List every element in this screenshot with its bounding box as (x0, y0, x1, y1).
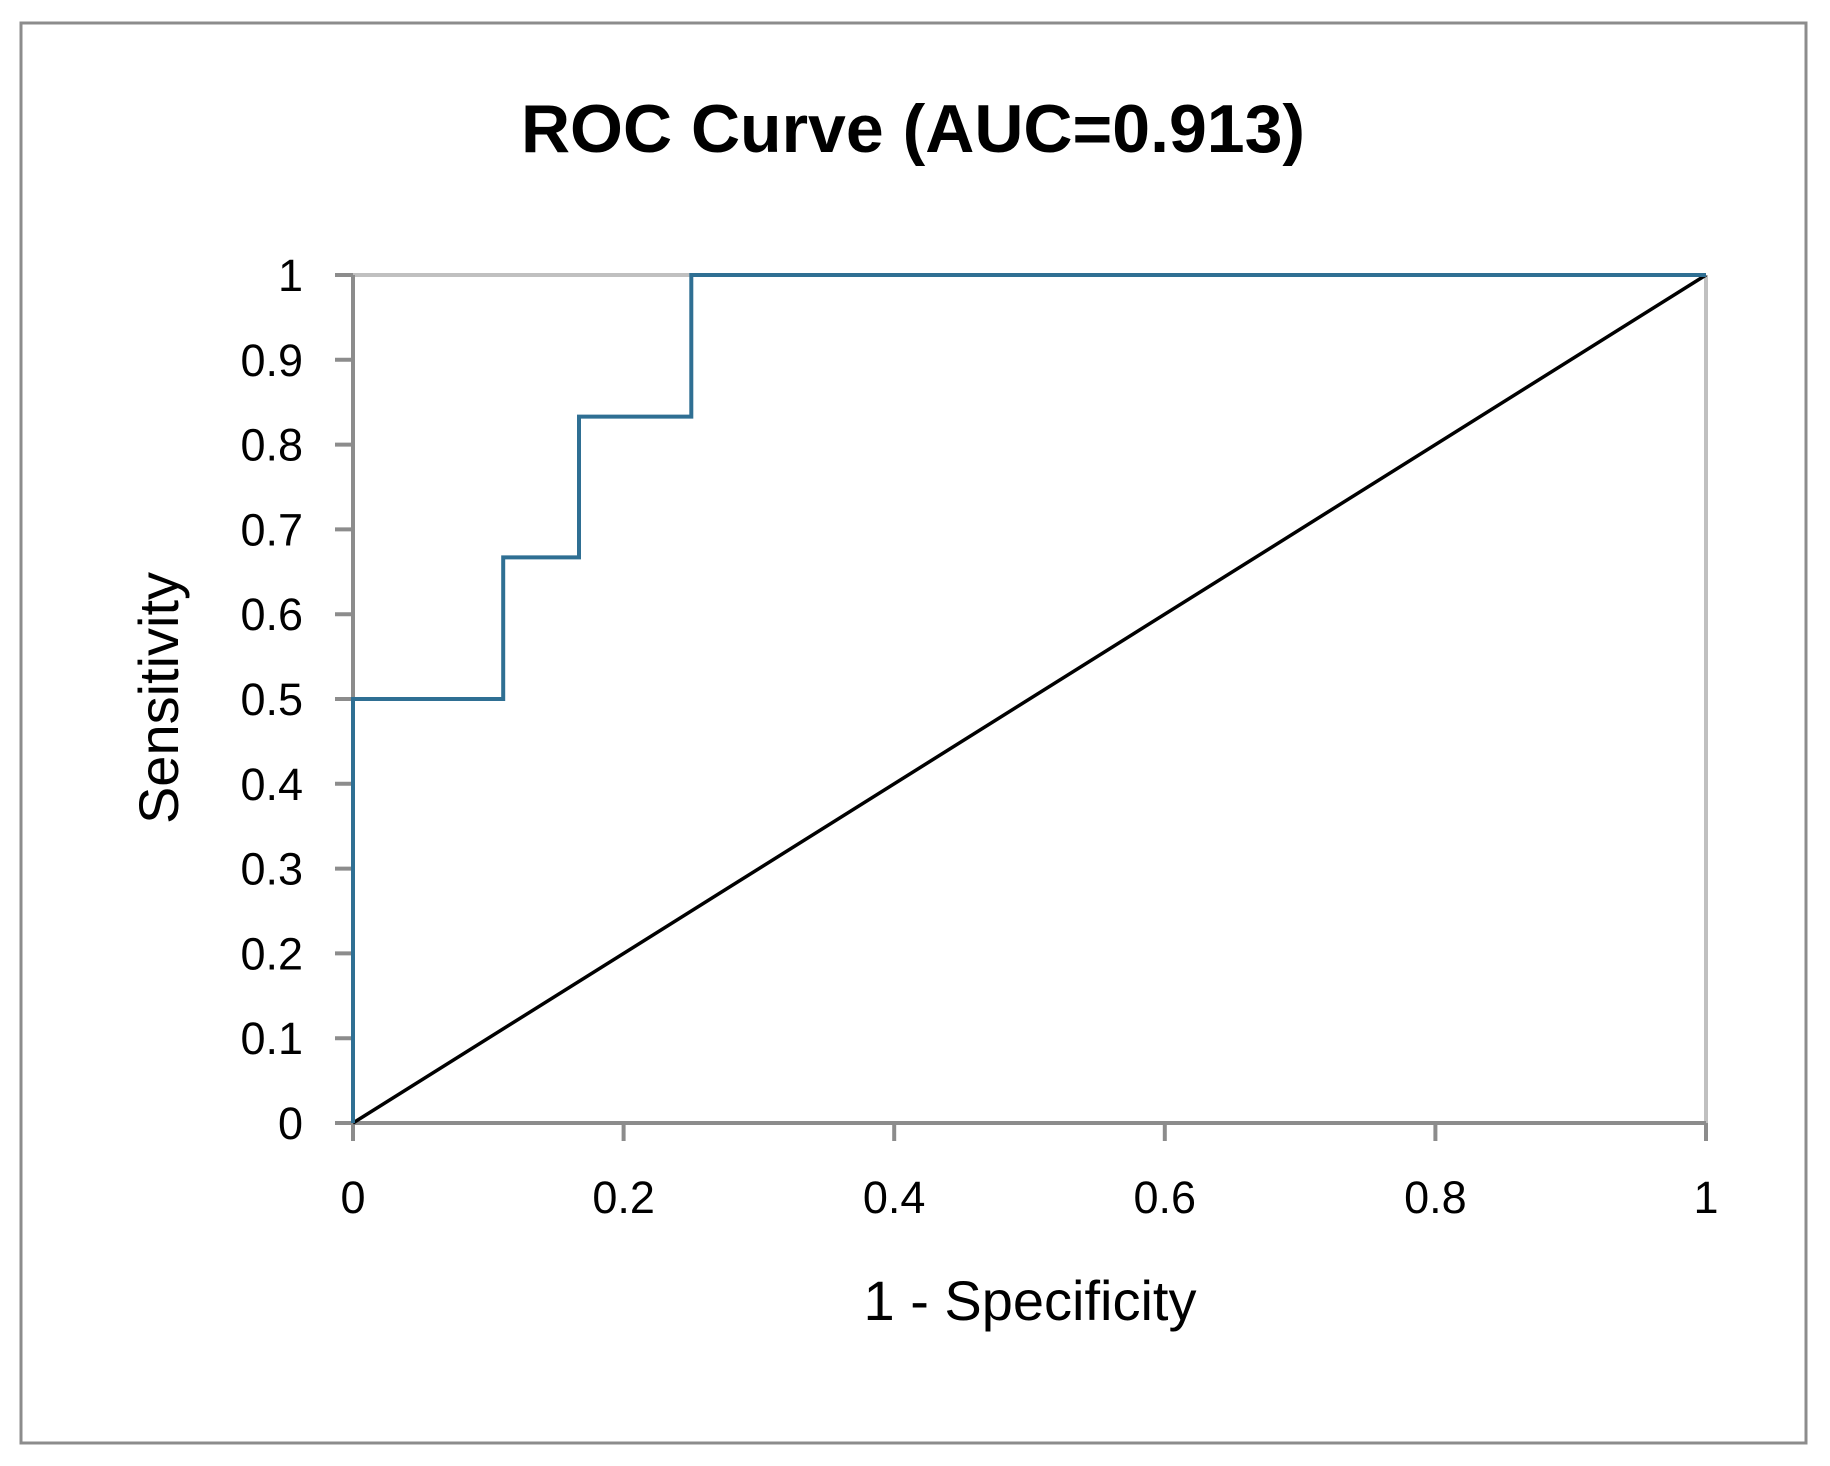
y-axis-label: Sensitivity (127, 572, 190, 824)
series-line-reference (352, 273, 1707, 1125)
y-tick-label: 0.1 (240, 1013, 303, 1064)
y-tick-label: 1 (278, 250, 303, 301)
x-tick-label: 0.2 (592, 1172, 655, 1223)
y-tick-label: 0 (278, 1098, 303, 1149)
y-tick-label: 0.7 (240, 504, 303, 555)
series-layer (351, 273, 1707, 1125)
x-tick-label: 1 (1693, 1172, 1718, 1223)
y-tick-label: 0.5 (240, 674, 303, 725)
x-axis-label: 1 - Specificity (864, 1269, 1197, 1332)
x-tick-label: 0 (340, 1172, 365, 1223)
y-tick-label: 0.3 (240, 844, 303, 895)
y-tick-label: 0.8 (240, 420, 303, 471)
y-tick-label: 0.4 (240, 759, 303, 810)
series-line-roc (351, 273, 1706, 1123)
x-tick-label: 0.4 (863, 1172, 926, 1223)
x-axis-ticks: 0 0.2 0.4 0.6 0.8 1 (340, 1121, 1719, 1223)
x-tick-label: 0.6 (1134, 1172, 1197, 1223)
y-tick-label: 0.9 (240, 335, 303, 386)
chart-frame (19, 21, 1808, 1445)
chart-title: ROC Curve (AUC=0.913) (521, 91, 1305, 167)
x-tick-label: 0.8 (1404, 1172, 1467, 1223)
y-axis-ticks: 0 0.1 0.2 0.3 0.4 0.5 0.6 0.7 0.8 0.9 1 (240, 250, 355, 1149)
y-tick-label: 0.6 (240, 589, 303, 640)
y-tick-label: 0.2 (240, 928, 303, 979)
